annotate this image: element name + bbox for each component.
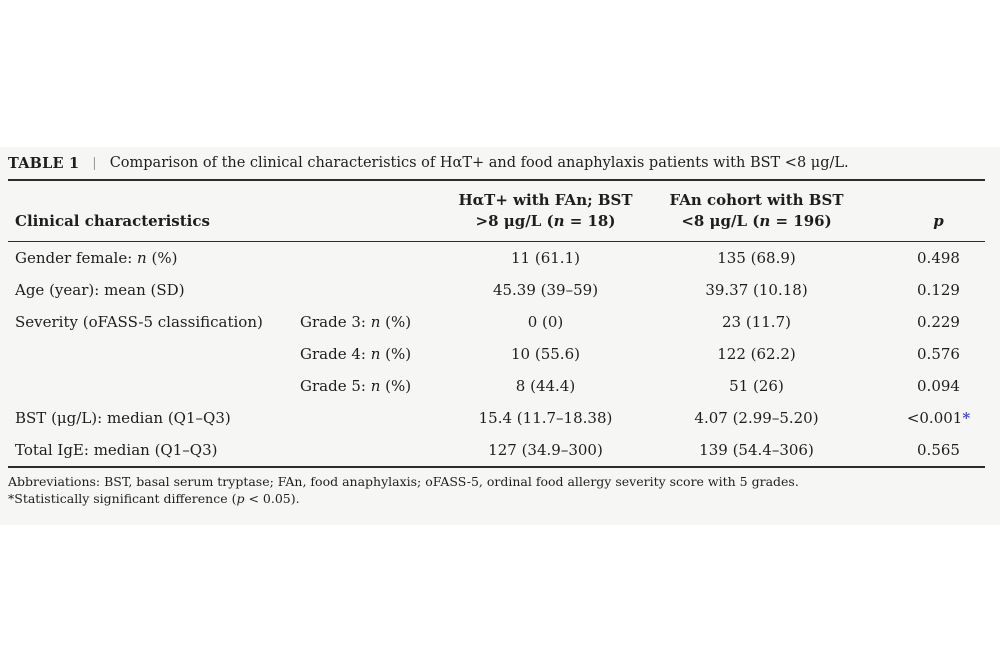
text-segment: >8 μg/L ( xyxy=(475,212,554,230)
fan-cohort-value-cell: 39.37 (10.18) xyxy=(705,281,808,299)
table-row: Grade 5: n (%) 8 (44.4) 51 (26) 0.094 xyxy=(8,370,985,402)
p-value-cell: 0.565 xyxy=(917,441,960,459)
fan-cohort-value-cell: 139 (54.4–306) xyxy=(699,441,814,459)
fan-cohort-value-cell: 135 (68.9) xyxy=(717,249,796,267)
text-segment: (%) xyxy=(146,249,178,267)
table-header-row: Clinical characteristics HαT+ with FAn; … xyxy=(8,181,985,242)
hat-cohort-value-cell: 127 (34.9–300) xyxy=(488,441,603,459)
table1-figure: TABLE 1 | Comparison of the clinical cha… xyxy=(0,147,1000,525)
text-segment: (%) xyxy=(380,377,412,395)
text-segment: Severity (oFASS-5 classification) xyxy=(15,313,263,331)
hat-cohort-value-cell: 11 (61.1) xyxy=(511,249,580,267)
table-row: Gender female: n (%) 11 (61.1) 135 (68.9) 0… xyxy=(8,242,985,274)
fan-cohort-value-cell: 51 (26) xyxy=(729,377,784,395)
header-fan-line2: <8 μg/L (n = 196) xyxy=(655,211,858,232)
italic-term: n xyxy=(370,377,381,395)
italic-term: n xyxy=(370,313,381,331)
header-fan-line1: FAn cohort with BST xyxy=(669,191,844,209)
hat-cohort-value-cell: 45.39 (39–59) xyxy=(492,281,599,299)
text-segment: = 18) xyxy=(564,212,616,230)
header-p-value: p xyxy=(933,212,944,230)
p-value-cell: <0.001* xyxy=(906,409,971,427)
p-value-cell: 0.576 xyxy=(917,345,960,363)
italic-term: n xyxy=(370,345,381,363)
header-hat-fan-line2: >8 μg/L (n = 18) xyxy=(450,211,641,232)
row-sublabel-cell: Grade 4: n (%) xyxy=(300,345,450,363)
italic-term: p xyxy=(236,491,245,506)
p-value-cell: 0.498 xyxy=(917,249,960,267)
table-row: Total IgE: median (Q1–Q3) 127 (34.9–300) 1… xyxy=(8,434,985,466)
row-label-cell: Gender female: n (%) xyxy=(8,249,300,267)
footnote-significance: *Statistically significant difference (p… xyxy=(8,490,992,507)
caption-separator: | xyxy=(92,155,97,171)
table-row: Grade 4: n (%) 10 (55.6) 122 (62.2) 0.576 xyxy=(8,338,985,370)
significance-asterisk: * xyxy=(962,409,971,427)
footnote-abbreviations: Abbreviations: BST, basal serum tryptase… xyxy=(8,474,799,489)
text-segment: Total IgE: median (Q1–Q3) xyxy=(15,441,218,459)
text-segment: (%) xyxy=(380,345,412,363)
table-caption-bar: TABLE 1 | Comparison of the clinical cha… xyxy=(8,147,985,181)
text-segment: Grade 4: xyxy=(300,345,371,363)
hat-cohort-value-cell: 0 (0) xyxy=(527,313,564,331)
hat-cohort-value-cell: 10 (55.6) xyxy=(511,345,580,363)
table-footnotes: Abbreviations: BST, basal serum tryptase… xyxy=(0,468,1000,507)
row-label-cell: Severity (oFASS-5 classification) xyxy=(8,313,300,331)
text-segment: (%) xyxy=(380,313,412,331)
row-label-cell: BST (μg/L): median (Q1–Q3) xyxy=(8,409,300,427)
row-label-cell: Age (year): mean (SD) xyxy=(8,281,300,299)
hat-cohort-value-cell: 15.4 (11.7–18.38) xyxy=(478,409,613,427)
text-segment: Grade 5: xyxy=(300,377,371,395)
table-row: BST (μg/L): median (Q1–Q3) 15.4 (11.7–18.… xyxy=(8,402,985,434)
table-row: Severity (oFASS-5 classification) Grade 3… xyxy=(8,306,985,338)
table1-inner: TABLE 1 | Comparison of the clinical cha… xyxy=(8,147,985,468)
fan-cohort-value-cell: 122 (62.2) xyxy=(717,345,796,363)
header-hat-fan-cohort: HαT+ with FAn; BST >8 μg/L (n = 18) xyxy=(450,190,655,232)
hat-cohort-value-cell: 8 (44.4) xyxy=(515,377,576,395)
text-segment: Gender female: xyxy=(15,249,138,267)
text-segment: <8 μg/L ( xyxy=(681,212,760,230)
p-value-cell: 0.094 xyxy=(917,377,960,395)
p-value-cell: 0.129 xyxy=(917,281,960,299)
row-sublabel-cell: Grade 3: n (%) xyxy=(300,313,450,331)
header-clinical-characteristics: Clinical characteristics xyxy=(15,212,210,230)
text-segment: BST (μg/L): median (Q1–Q3) xyxy=(15,409,231,427)
text-segment: = 196) xyxy=(770,212,832,230)
row-label-cell: Total IgE: median (Q1–Q3) xyxy=(8,441,300,459)
p-value-cell: 0.229 xyxy=(917,313,960,331)
text-segment: Grade 3: xyxy=(300,313,371,331)
text-segment: Age (year): mean (SD) xyxy=(15,281,185,299)
table-body: Gender female: n (%) 11 (61.1) 135 (68.9) 0… xyxy=(8,242,985,468)
fan-cohort-value-cell: 23 (11.7) xyxy=(722,313,791,331)
header-hat-fan-line1: HαT+ with FAn; BST xyxy=(458,191,633,209)
caption-text: Comparison of the clinical characteristi… xyxy=(109,155,849,171)
text-segment: < 0.05). xyxy=(244,491,300,506)
text-segment: *Statistically significant difference ( xyxy=(8,491,237,506)
italic-term: n xyxy=(553,212,565,230)
italic-term: n xyxy=(137,249,147,267)
table-row: Age (year): mean (SD) 45.39 (39–59) 39.37 … xyxy=(8,274,985,306)
fan-cohort-value-cell: 4.07 (2.99–5.20) xyxy=(694,409,819,427)
row-sublabel-cell: Grade 5: n (%) xyxy=(300,377,450,395)
italic-term: n xyxy=(759,212,771,230)
header-fan-cohort: FAn cohort with BST <8 μg/L (n = 196) xyxy=(655,190,870,232)
table-label: TABLE 1 xyxy=(8,154,80,172)
